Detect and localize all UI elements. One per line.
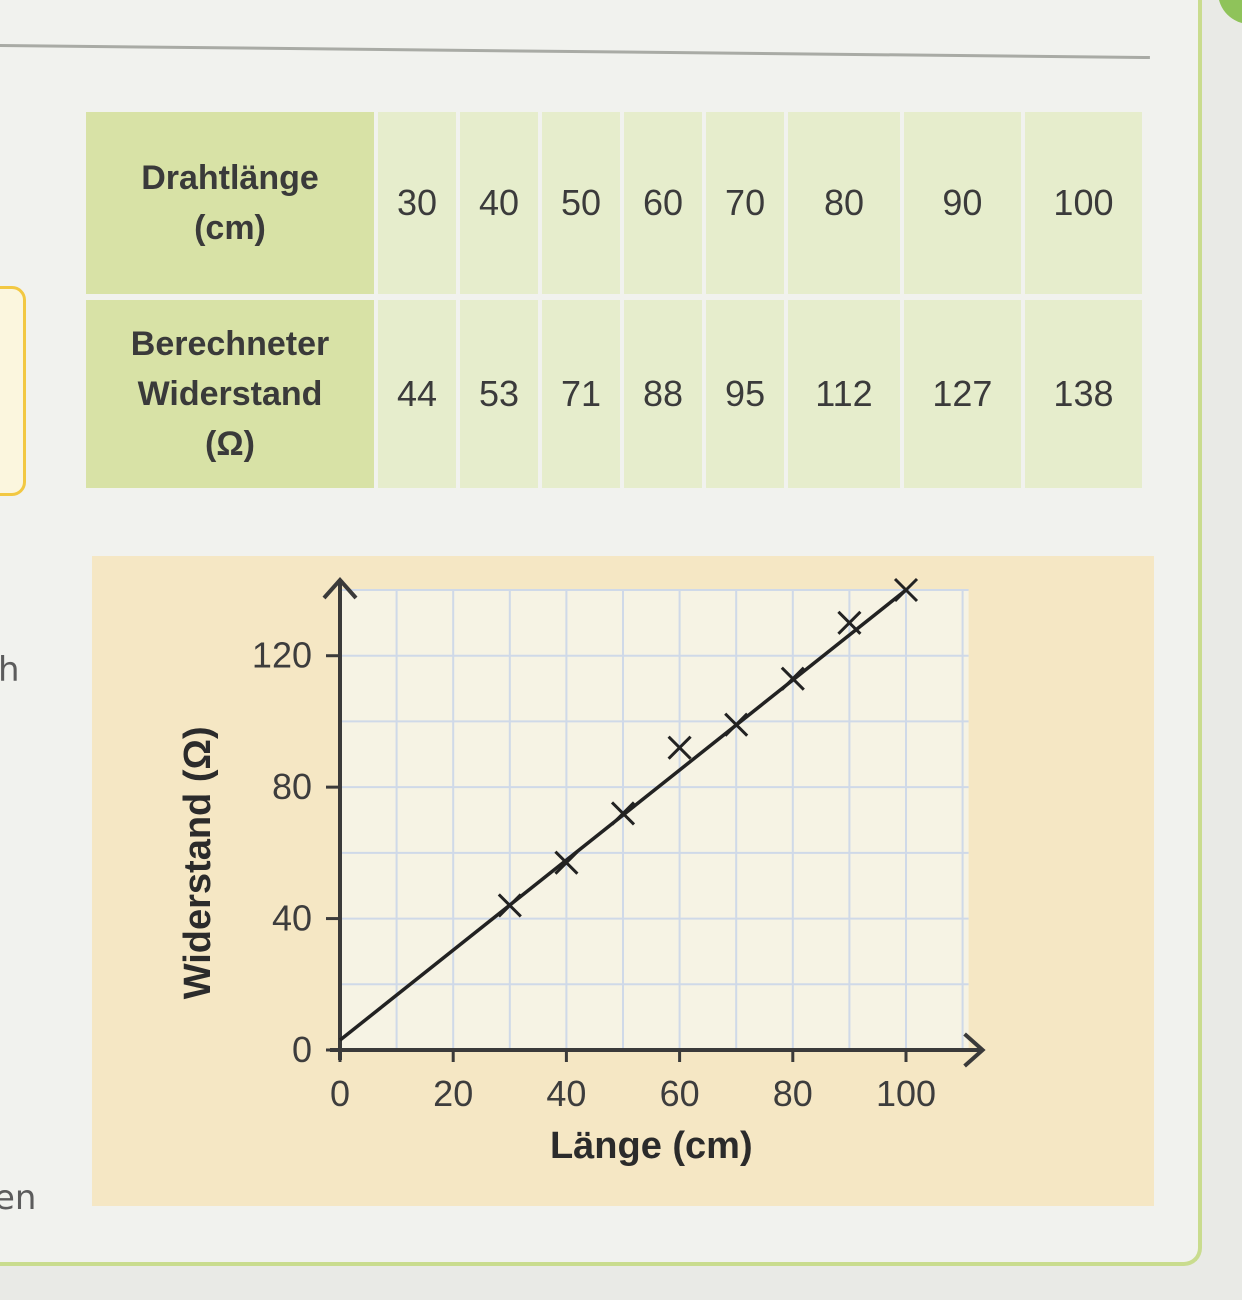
marker-stroke [724,712,749,737]
data-point-marker [780,666,805,691]
x-tick-label: 40 [546,1073,586,1114]
plot-area [340,590,969,1050]
ticks: 0 20 40 60 80 100 0 40 80 120 [252,635,936,1114]
table-cell: 50 [542,112,621,294]
table-cell: 44 [378,300,457,488]
marker-stroke [780,666,805,691]
data-point-marker [893,577,919,603]
table-cell: 112 [788,300,900,488]
header-text: Berechneter [130,325,330,363]
data-points [497,577,919,918]
y-tick-label: 0 [292,1029,312,1070]
header-text: (Ω) [205,425,255,463]
y-tick-label: 120 [252,635,312,676]
table-cell: 100 [1024,112,1142,294]
table-cell: 60 [624,112,703,294]
table-cell: 80 [788,112,900,294]
x-tick-label: 0 [330,1073,350,1114]
grid [340,589,969,1050]
margin-note-box [0,286,26,496]
y-axis-arrow [322,576,358,600]
y-tick-label: 80 [272,766,312,807]
x-axis-arrow [963,1032,986,1068]
marker-stroke [497,893,522,918]
data-point-marker [554,850,579,875]
header-text: Drahtlänge [141,159,319,197]
x-tick-label: 100 [876,1073,936,1114]
table-cell: 90 [903,112,1021,294]
table-row-resistance: Berechneter Widerstand (Ω) 44 53 71 88 9… [86,300,1142,488]
marker-stroke [610,801,636,826]
margin-text-fragment: h [0,650,20,690]
table-cell: 95 [706,300,785,488]
table-row-length: Drahtlänge (cm) 30 40 50 60 70 80 90 100 [86,112,1142,294]
chart-panel: 0 20 40 60 80 100 0 40 80 120 Länge (cm) Widersta… [92,556,1154,1206]
margin-text-fragment: en [0,1178,37,1218]
row-header-resistance: Berechneter Widerstand (Ω) [86,300,374,488]
marker-stroke [554,850,579,875]
corner-decoration [1218,0,1242,24]
x-tick-label: 60 [660,1073,700,1114]
marker-stroke [893,577,919,603]
header-text: (cm) [194,209,266,247]
data-point-marker [610,801,636,826]
table-cell: 127 [903,300,1021,488]
marker-stroke [837,610,862,635]
x-tick-label: 20 [433,1073,473,1114]
axes [322,576,986,1068]
row-header-length: Drahtlänge (cm) [86,112,374,294]
x-tick-label: 80 [773,1073,813,1114]
data-table: Drahtlänge (cm) 30 40 50 60 70 80 90 100… [82,106,1146,494]
table-cell: 70 [706,112,785,294]
y-axis-label: Widerstand (Ω) [177,726,219,999]
x-axis-label: Länge (cm) [550,1125,753,1167]
data-point-marker [667,735,692,760]
marker-stroke [667,735,692,760]
data-point-marker [497,893,522,918]
table-cell: 71 [542,300,621,488]
header-text: Widerstand [137,375,323,413]
table-cell: 88 [624,300,703,488]
table-cell: 138 [1024,300,1142,488]
table-cell: 40 [460,112,539,294]
table-cell: 53 [460,300,539,488]
y-tick-label: 40 [272,898,312,939]
table-cell: 30 [378,112,457,294]
data-point-marker [724,712,749,737]
scatter-chart: 0 20 40 60 80 100 0 40 80 120 Länge (cm) Widersta… [177,576,986,1167]
data-point-marker [837,610,862,635]
